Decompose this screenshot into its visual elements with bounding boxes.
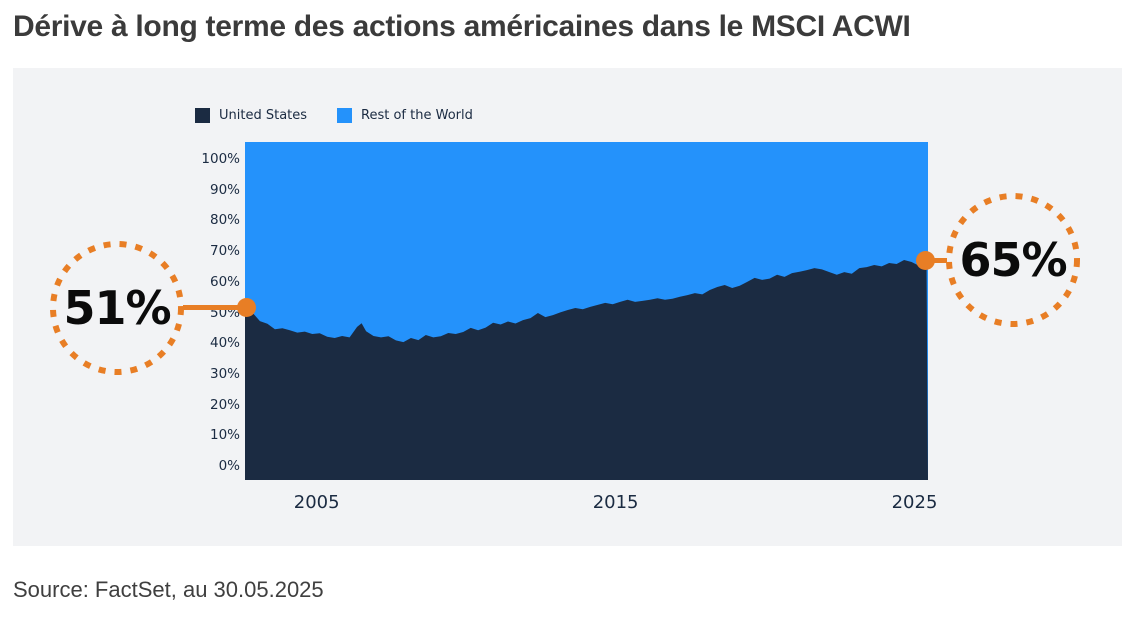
y-axis: 0% 10% 20% 30% 40% 50% 60% 70% 80% 90% 100% — [13, 142, 240, 480]
end-value-callout: 65% — [945, 192, 1081, 328]
x-axis-tick-label: 2015 — [592, 492, 639, 513]
x-axis-tick-label: 2005 — [293, 492, 340, 513]
x-axis: 2005 2015 2025 — [245, 488, 938, 514]
dotted-circle-icon — [946, 193, 1080, 328]
page-title: Dérive à long terme des actions américai… — [13, 10, 911, 43]
dotted-circle-icon — [50, 240, 184, 375]
start-marker-dot — [236, 298, 256, 318]
source-text: Source: FactSet, au 30.05.2025 — [13, 577, 324, 602]
legend-item-united-states: United States — [195, 108, 307, 123]
start-value-callout: 51% — [49, 240, 185, 376]
chart-legend: United States Rest of the World — [195, 108, 473, 123]
rest-of-world-swatch-icon — [337, 108, 353, 123]
y-axis-tick-label: 10% — [209, 427, 240, 444]
y-axis-tick-label: 100% — [201, 151, 240, 167]
stacked-area-chart-svg — [245, 142, 928, 480]
legend-label-rest-of-world: Rest of the World — [361, 108, 473, 123]
united-states-area — [245, 260, 928, 480]
y-axis-tick-label: 90% — [209, 181, 240, 198]
united-states-swatch-icon — [195, 108, 210, 123]
end-value-label: 65% — [959, 233, 1067, 288]
y-axis-tick-label: 20% — [209, 396, 240, 413]
end-marker-dot — [915, 250, 935, 270]
y-axis-tick-label: 70% — [209, 243, 240, 260]
chart-panel: United States Rest of the World 0% 10% 20%… — [13, 68, 1122, 546]
legend-item-rest-of-world: Rest of the World — [337, 108, 473, 123]
end-connector-line — [923, 257, 947, 263]
y-axis-tick-label: 0% — [218, 458, 240, 474]
legend-label-united-states: United States — [219, 108, 308, 123]
y-axis-tick-label: 40% — [209, 335, 240, 352]
x-axis-tick-label: 2025 — [891, 492, 938, 513]
start-value-label: 51% — [63, 280, 171, 335]
y-axis-tick-label: 60% — [209, 273, 240, 290]
start-connector-line — [183, 305, 247, 311]
y-axis-tick-label: 30% — [209, 365, 240, 382]
y-axis-tick-label: 80% — [209, 212, 240, 229]
plot-area — [245, 142, 928, 480]
